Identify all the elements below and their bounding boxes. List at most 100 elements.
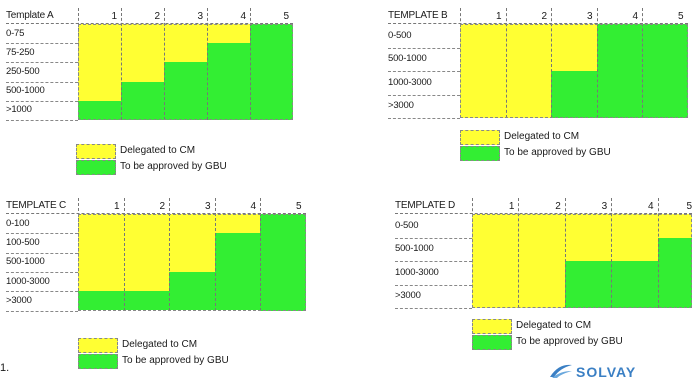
row-label: 0-500 [388, 29, 412, 41]
approval-segment [207, 43, 250, 120]
delegated-segment [214, 214, 260, 234]
row-divider [395, 237, 472, 239]
approval-segment [78, 100, 121, 120]
row-divider [6, 62, 78, 64]
row-divider [6, 81, 78, 83]
row-divider [6, 271, 78, 273]
grid-column [564, 214, 612, 308]
column-divider [260, 198, 261, 311]
column-header: 1 [508, 201, 515, 212]
row-divider [395, 261, 472, 262]
column-divider [121, 8, 122, 120]
row-divider [395, 284, 472, 286]
row-label: 500-1000 [6, 85, 45, 97]
column-header: 5 [677, 11, 684, 22]
template-title: Template A [6, 10, 54, 21]
approval-segment [78, 291, 124, 311]
row-label: >3000 [6, 294, 32, 306]
legend-swatch [472, 335, 512, 350]
approval-segment [596, 24, 642, 118]
row-divider [388, 94, 460, 96]
approval-segment [551, 71, 597, 118]
column-header: 2 [541, 11, 547, 22]
header-divider [388, 23, 688, 24]
delegated-segment [121, 24, 164, 82]
header-divider [6, 213, 306, 214]
row-label: 0-500 [395, 219, 419, 231]
approval-grid [78, 198, 306, 311]
delegated-segment [207, 24, 250, 44]
approval-grid [78, 8, 293, 120]
grid-column [260, 214, 306, 311]
grid-column [78, 24, 121, 120]
delegated-segment [505, 24, 551, 118]
template-a-panel: Template A 1 2 3 4 5 0-75 75-250 250-500 500-1000… [6, 8, 293, 121]
template-header: TEMPLATE D 1 2 3 4 5 [395, 198, 692, 214]
legend-swatch [78, 354, 118, 369]
column-header: 3 [197, 11, 203, 22]
column-divider [214, 198, 216, 311]
legend-label: Delegated to CM [122, 339, 198, 350]
row-divider [388, 118, 460, 119]
column-divider [564, 198, 566, 308]
grid-column [250, 24, 293, 120]
row-divider [388, 47, 460, 49]
grid-column [657, 214, 692, 308]
template-d-panel: TEMPLATE D 1 2 3 4 5 0-500 500-1000 1000-3000 >30… [395, 198, 692, 309]
column-divider [78, 8, 79, 120]
legend-swatch [76, 144, 116, 159]
column-divider [78, 198, 79, 311]
grid-column [78, 214, 124, 311]
legend-label: To be approved by GBU [122, 355, 229, 366]
column-divider [611, 198, 613, 308]
column-divider [460, 8, 461, 118]
column-divider [164, 8, 165, 120]
grid-column [207, 24, 250, 120]
column-header: 3 [586, 11, 593, 22]
approval-segment [164, 62, 207, 120]
column-header: 3 [204, 201, 211, 212]
grid-column [214, 214, 260, 311]
grid-column [472, 214, 519, 308]
row-label: 1000-3000 [388, 76, 432, 88]
row-divider [6, 120, 78, 121]
row-divider [6, 43, 78, 45]
row-label: 100-500 [6, 236, 40, 248]
row-label: 500-1000 [395, 243, 434, 255]
column-divider [250, 8, 251, 120]
column-header: 3 [601, 201, 608, 212]
logo-wordmark: SOLVAY [576, 364, 637, 379]
column-divider [642, 8, 643, 118]
legend-label: To be approved by GBU [504, 147, 611, 158]
column-header: 1 [111, 11, 117, 22]
approval-segment [250, 24, 293, 120]
delegated-segment [472, 214, 519, 308]
row-label: >3000 [388, 100, 414, 112]
column-divider [169, 198, 170, 311]
delegated-segment [518, 214, 565, 308]
row-label: 0-100 [6, 217, 30, 229]
column-header: 2 [159, 201, 165, 212]
column-header: 5 [295, 201, 302, 212]
delegated-segment [169, 214, 215, 272]
template-title: TEMPLATE C [6, 200, 67, 211]
column-divider [472, 198, 473, 308]
column-header: 5 [283, 11, 289, 22]
approval-segment [564, 261, 612, 308]
row-label: 75-250 [6, 46, 35, 58]
template-header: TEMPLATE B 1 2 3 4 5 [388, 8, 688, 24]
column-divider [518, 198, 520, 308]
grid-column [121, 24, 164, 120]
grid-column [551, 24, 597, 118]
legend-label: To be approved by GBU [120, 161, 227, 172]
delegated-segment [551, 24, 597, 71]
row-label: >3000 [395, 290, 421, 302]
delegated-segment [78, 24, 121, 101]
approval-segment [657, 237, 692, 308]
grid-column [518, 214, 565, 308]
legend-swatch [76, 160, 116, 175]
column-header: 1 [113, 201, 120, 212]
grid-column [505, 24, 551, 118]
row-label: 500-1000 [388, 53, 427, 65]
approval-grid [472, 198, 692, 308]
